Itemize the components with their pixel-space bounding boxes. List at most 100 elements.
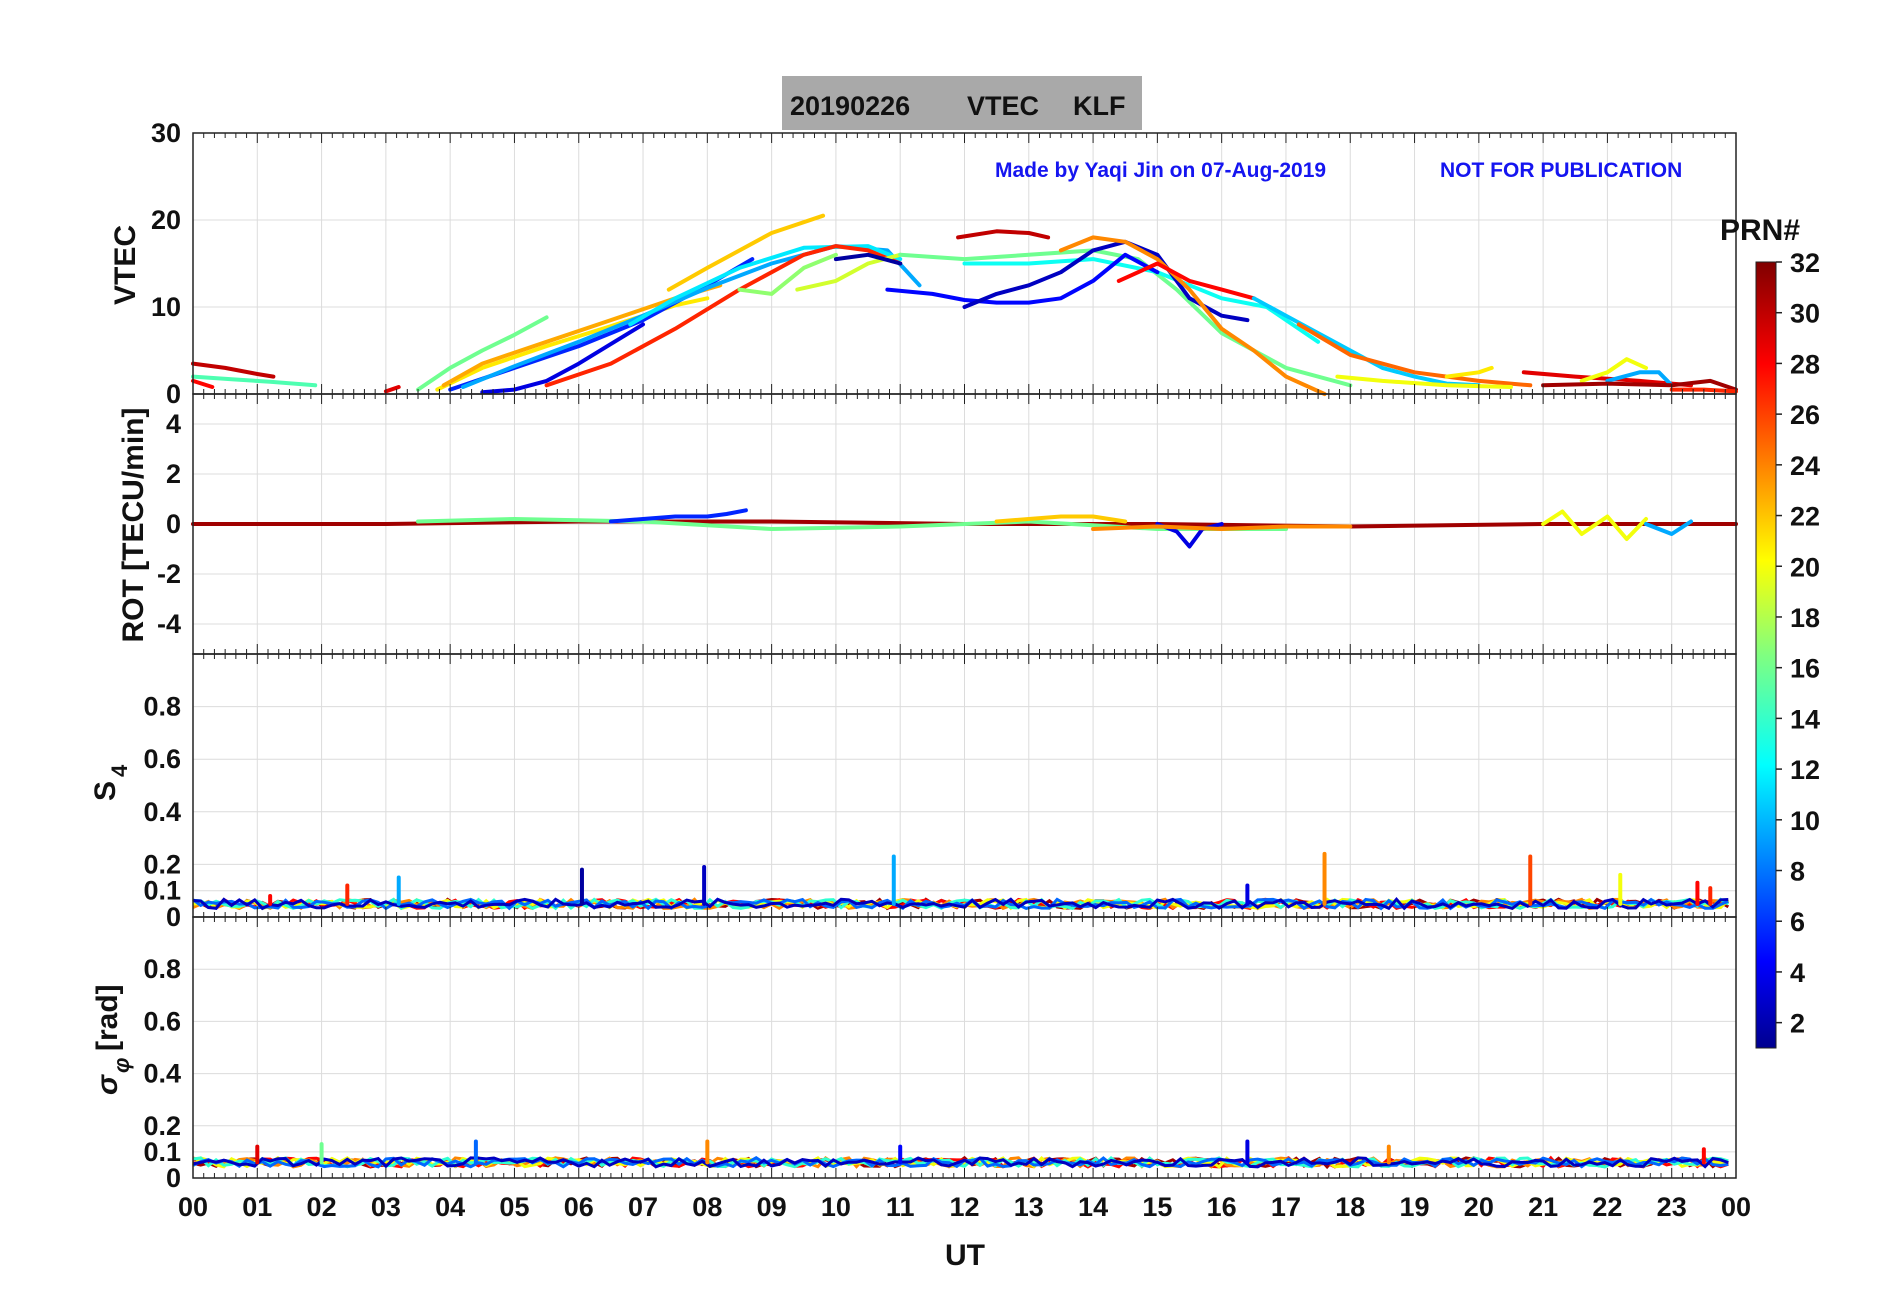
x-tick-label: 08: [692, 1192, 722, 1222]
x-axis-label: UT: [945, 1239, 985, 1272]
colorbar-tick-label: 2: [1790, 1009, 1805, 1039]
s4-panel: 00.10.2 0.4 0.6 0.8: [143, 653, 1737, 932]
prn-series-line: [1116, 261, 1256, 301]
x-tick-label: 18: [1335, 1192, 1365, 1222]
prn-series-line: [416, 315, 549, 392]
svg-text:4: 4: [107, 764, 132, 777]
y-tick-label: 0.2: [143, 849, 181, 879]
y-tick-label: 0.1: [143, 1137, 181, 1167]
prn-series-line: [628, 244, 903, 327]
prn-series-line: [956, 229, 1051, 240]
y-tick-label: 2: [166, 459, 181, 489]
colorbar-tick-label: 10: [1790, 806, 1820, 836]
x-tick-label: 16: [1207, 1192, 1237, 1222]
colorbar-tick-label: 16: [1790, 654, 1820, 684]
prn-series-line: [1251, 296, 1481, 388]
prn-series-line: [885, 252, 1160, 305]
y-tick-label: 0.8: [143, 692, 181, 722]
prn-series-line: [1579, 357, 1648, 383]
x-tick-label: 23: [1657, 1192, 1687, 1222]
prn-series-line: [191, 361, 276, 379]
y-tick-label: 0.8: [143, 954, 181, 984]
y-tick-label: 0.6: [143, 1006, 181, 1036]
x-tick-label: 19: [1400, 1192, 1430, 1222]
prn-series-line: [1444, 365, 1494, 379]
prn-noise-line: [192, 1156, 1729, 1169]
title-station: KLF: [1073, 91, 1125, 121]
vtec-axis-label: VTEC: [109, 225, 142, 305]
prn-series-line: [898, 248, 1353, 388]
prn-series-line: [994, 514, 1128, 524]
x-tick-label: 03: [371, 1192, 401, 1222]
colorbar-tick-label: 28: [1790, 349, 1820, 379]
x-tick-label: 22: [1592, 1192, 1622, 1222]
colorbar-tick-label: 6: [1790, 907, 1805, 937]
x-tick-label: 04: [435, 1192, 465, 1222]
prn-series-line: [191, 374, 318, 388]
y-tick-label: 0.4: [143, 797, 181, 827]
y-tick-label: 0: [166, 509, 181, 539]
prn-series-line: [833, 252, 903, 266]
x-tick-label: 11: [886, 1192, 915, 1222]
prn-series-line: [191, 378, 215, 389]
colorbar-tick-label: 14: [1790, 704, 1820, 734]
credit-notice: NOT FOR PUBLICATION: [1440, 159, 1682, 182]
prn-series-line: [1521, 370, 1693, 388]
colorbar-tick-label: 20: [1790, 552, 1820, 582]
x-tick-label: 12: [949, 1192, 979, 1222]
title-date: 20190226: [790, 91, 910, 121]
colorbar-tick-label: 22: [1790, 502, 1820, 532]
prn-series-line: [461, 244, 922, 389]
prn-series-line: [1605, 370, 1674, 388]
colorbar-tick-label: 4: [1790, 958, 1805, 988]
prn-series-line: [1058, 235, 1327, 396]
colorbar-tick-label: 26: [1790, 400, 1820, 430]
x-tick-label: 21: [1528, 1192, 1558, 1222]
prn-series-line: [435, 296, 710, 392]
prn-series-line: [737, 252, 838, 296]
y-tick-label: -4: [157, 609, 181, 639]
x-tick-label: 05: [499, 1192, 529, 1222]
svg-text:φ: φ: [109, 1058, 134, 1073]
prn-noise-line: [192, 897, 1729, 911]
svg-text:σ: σ: [91, 1074, 124, 1095]
colorbar-tick-label: 24: [1790, 451, 1820, 481]
prn-series-line: [1296, 322, 1533, 388]
svg-text:[rad]: [rad]: [91, 984, 124, 1051]
s4-axis-label: S 4: [89, 764, 132, 801]
colorbar: [1755, 261, 1777, 1049]
y-tick-label: 0.2: [143, 1111, 181, 1141]
y-tick-label: 0.6: [143, 744, 181, 774]
title-box: 20190226 VTEC KLF: [782, 76, 1142, 130]
sigma-phi-panel: 00.10.2 0.4 0.6 0.8 00 01 02 03 04 05 06 07 08 09 10 11…: [143, 916, 1751, 1222]
sigma-phi-axis-label: σ φ [rad]: [91, 984, 134, 1095]
colorbar-tick-label: 32: [1790, 248, 1820, 278]
svg-text:S: S: [89, 781, 122, 801]
prn-series-line: [666, 213, 826, 292]
x-tick-label: 20: [1464, 1192, 1494, 1222]
y-tick-label: 10: [151, 292, 181, 322]
x-tick-label: 09: [757, 1192, 787, 1222]
y-tick-label: 0: [166, 379, 181, 409]
x-tick-label: 17: [1271, 1192, 1301, 1222]
prn-series-line: [544, 244, 903, 388]
colorbar-tick-label: 8: [1790, 857, 1805, 887]
rot-panel: -4 -2 0 2 4: [157, 393, 1738, 655]
x-tick-label: 01: [242, 1192, 272, 1222]
colorbar-tick-label: 30: [1790, 299, 1820, 329]
x-tick-label: 14: [1078, 1192, 1108, 1222]
x-tick-label: 15: [1142, 1192, 1172, 1222]
y-tick-label: -2: [157, 559, 181, 589]
x-tick-label: 10: [821, 1192, 851, 1222]
prn-series-line: [608, 508, 748, 524]
colorbar-tick-label: 18: [1790, 603, 1820, 633]
y-tick-label: 30: [151, 118, 181, 148]
title-quantity: VTEC: [967, 91, 1039, 121]
x-tick-label: 02: [307, 1192, 337, 1222]
prn-series-line: [1091, 524, 1353, 531]
y-tick-label: 0: [166, 1163, 181, 1193]
prn-series-line: [1541, 509, 1648, 541]
x-tick-label: 13: [1014, 1192, 1044, 1222]
